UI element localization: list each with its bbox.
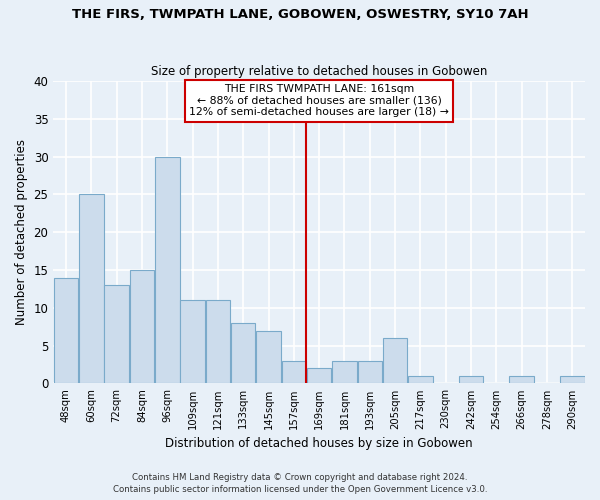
Bar [104, 285, 129, 384]
Text: Contains HM Land Registry data © Crown copyright and database right 2024.
Contai: Contains HM Land Registry data © Crown c… [113, 472, 487, 494]
Bar [281, 361, 306, 384]
Bar [307, 368, 331, 384]
Bar [358, 361, 382, 384]
Bar [332, 361, 357, 384]
Y-axis label: Number of detached properties: Number of detached properties [15, 139, 28, 325]
Bar [459, 376, 484, 384]
Bar [560, 376, 584, 384]
Title: Size of property relative to detached houses in Gobowen: Size of property relative to detached ho… [151, 66, 487, 78]
Text: THE FIRS, TWMPATH LANE, GOBOWEN, OSWESTRY, SY10 7AH: THE FIRS, TWMPATH LANE, GOBOWEN, OSWESTR… [71, 8, 529, 20]
Bar [509, 376, 534, 384]
Bar [155, 156, 179, 384]
Text: THE FIRS TWMPATH LANE: 161sqm
← 88% of detached houses are smaller (136)
12% of : THE FIRS TWMPATH LANE: 161sqm ← 88% of d… [189, 84, 449, 117]
Bar [256, 330, 281, 384]
Bar [130, 270, 154, 384]
X-axis label: Distribution of detached houses by size in Gobowen: Distribution of detached houses by size … [166, 437, 473, 450]
Bar [206, 300, 230, 384]
Bar [231, 323, 256, 384]
Bar [180, 300, 205, 384]
Bar [383, 338, 407, 384]
Bar [79, 194, 104, 384]
Bar [408, 376, 433, 384]
Bar [53, 278, 78, 384]
